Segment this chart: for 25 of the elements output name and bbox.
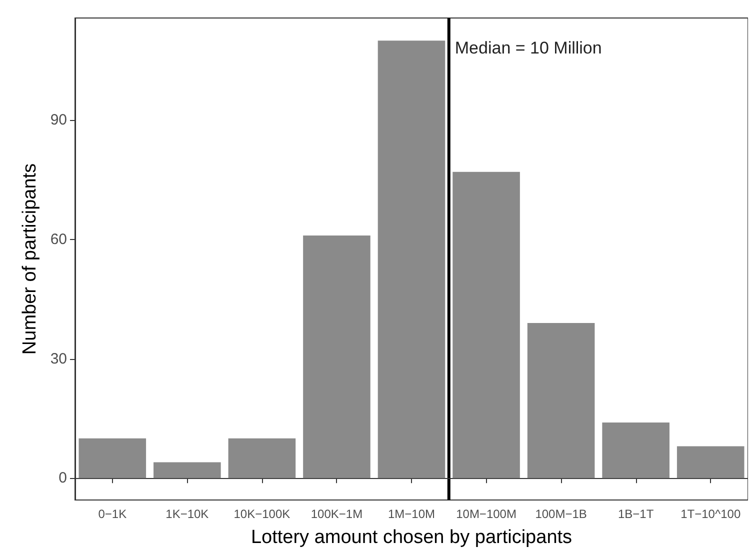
bar xyxy=(154,462,221,478)
x-tick-label: 1T−10^100 xyxy=(680,507,741,521)
bar xyxy=(378,40,446,478)
bar xyxy=(228,438,296,478)
bar xyxy=(452,172,520,478)
x-tick-label: 1B−1T xyxy=(618,507,654,521)
x-tick-label: 10K−100K xyxy=(234,507,290,521)
x-tick-label: 0−1K xyxy=(98,507,127,521)
x-tick-label: 1K−10K xyxy=(166,507,209,521)
x-tick-label: 100M−1B xyxy=(535,507,587,521)
x-tick-label: 10M−100M xyxy=(456,507,516,521)
bar xyxy=(527,323,595,478)
x-tick-label: 100K−1M xyxy=(310,507,363,521)
bar xyxy=(78,438,146,478)
bar xyxy=(303,236,370,478)
ref-line-label: Median = 10 Million xyxy=(454,38,602,58)
bar xyxy=(676,446,744,478)
y-axis-title: Number of participants xyxy=(19,163,40,355)
y-tick-label: 0 xyxy=(58,470,67,487)
x-tick-label: 1M−10M xyxy=(388,507,436,521)
y-tick-label: 30 xyxy=(50,350,67,368)
x-axis-title: Lottery amount chosen by participants xyxy=(250,527,572,548)
y-tick-label: 90 xyxy=(50,112,67,129)
bar xyxy=(602,422,670,478)
y-tick-label: 60 xyxy=(50,231,67,248)
